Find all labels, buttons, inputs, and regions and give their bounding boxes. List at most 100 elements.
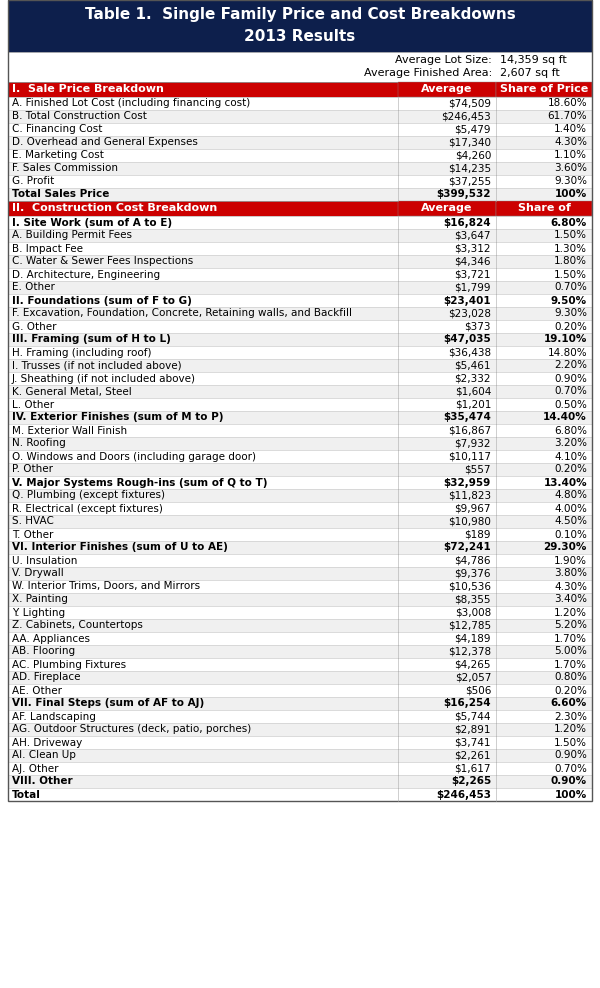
Bar: [8, 658, 592, 671]
Bar: [496, 82, 592, 97]
Text: V. Major Systems Rough-ins (sum of Q to T): V. Major Systems Rough-ins (sum of Q to …: [12, 477, 268, 487]
Text: Z. Cabinets, Countertops: Z. Cabinets, Countertops: [12, 620, 143, 630]
Bar: [8, 749, 592, 762]
Text: 3.20%: 3.20%: [554, 439, 587, 449]
Text: $557: $557: [464, 464, 491, 474]
Text: 14.40%: 14.40%: [543, 413, 587, 423]
Text: $3,721: $3,721: [455, 270, 491, 280]
Text: 0.70%: 0.70%: [554, 283, 587, 292]
Text: 100%: 100%: [555, 789, 587, 799]
Text: VI. Interior Finishes (sum of U to AE): VI. Interior Finishes (sum of U to AE): [12, 542, 228, 552]
Bar: [8, 684, 592, 697]
Text: 14.80%: 14.80%: [547, 348, 587, 358]
Text: N. Roofing: N. Roofing: [12, 439, 66, 449]
Text: I. Trusses (if not included above): I. Trusses (if not included above): [12, 361, 182, 370]
Text: $3,647: $3,647: [455, 230, 491, 240]
Text: F. Sales Commission: F. Sales Commission: [12, 163, 118, 174]
Text: 19.10%: 19.10%: [544, 335, 587, 345]
Text: $17,340: $17,340: [448, 137, 491, 147]
Text: 18.60%: 18.60%: [547, 99, 587, 109]
Text: G. Profit: G. Profit: [12, 177, 54, 187]
Text: 14,359 sq ft: 14,359 sq ft: [500, 55, 567, 65]
Text: $7,932: $7,932: [455, 439, 491, 449]
Bar: [8, 489, 592, 502]
Text: I.  Sale Price Breakdown: I. Sale Price Breakdown: [12, 85, 164, 95]
Text: Average Lot Size:: Average Lot Size:: [395, 55, 492, 65]
Text: 0.90%: 0.90%: [551, 777, 587, 786]
Bar: [8, 52, 592, 82]
Text: 0.20%: 0.20%: [554, 321, 587, 332]
Text: A. Finished Lot Cost (including financing cost): A. Finished Lot Cost (including financin…: [12, 99, 250, 109]
Bar: [8, 645, 592, 658]
Bar: [8, 216, 592, 229]
Text: 4.10%: 4.10%: [554, 452, 587, 461]
Text: $2,057: $2,057: [455, 673, 491, 683]
Text: 9.50%: 9.50%: [551, 295, 587, 305]
Text: 0.50%: 0.50%: [554, 399, 587, 409]
Text: $32,959: $32,959: [444, 477, 491, 487]
Text: 1.10%: 1.10%: [554, 150, 587, 160]
Text: $4,189: $4,189: [455, 633, 491, 643]
Bar: [8, 697, 592, 710]
Text: 1.50%: 1.50%: [554, 230, 587, 240]
Text: 3.40%: 3.40%: [554, 595, 587, 605]
Bar: [8, 606, 592, 619]
Bar: [8, 307, 592, 320]
Text: 4.30%: 4.30%: [554, 582, 587, 592]
Bar: [8, 0, 592, 801]
Text: 1.20%: 1.20%: [554, 608, 587, 618]
Bar: [8, 450, 592, 463]
Bar: [8, 541, 592, 554]
Text: 1.80%: 1.80%: [554, 257, 587, 267]
Text: 0.90%: 0.90%: [554, 751, 587, 761]
Text: $1,201: $1,201: [455, 399, 491, 409]
Text: $16,254: $16,254: [443, 699, 491, 708]
Text: Total Sales Price: Total Sales Price: [12, 190, 109, 200]
Text: T. Other: T. Other: [12, 530, 53, 539]
Text: H. Framing (including roof): H. Framing (including roof): [12, 348, 151, 358]
Text: $36,438: $36,438: [448, 348, 491, 358]
Bar: [8, 476, 592, 489]
Text: B. Total Construction Cost: B. Total Construction Cost: [12, 112, 147, 122]
Text: 2.20%: 2.20%: [554, 361, 587, 370]
Bar: [8, 723, 592, 736]
Text: Average Finished Area:: Average Finished Area:: [364, 68, 492, 78]
Text: VIII. Other: VIII. Other: [12, 777, 73, 786]
Text: $11,823: $11,823: [448, 490, 491, 501]
Text: $35,474: $35,474: [443, 413, 491, 423]
Text: S. HVAC: S. HVAC: [12, 517, 54, 527]
Text: Total: Total: [12, 789, 41, 799]
Text: 6.80%: 6.80%: [551, 217, 587, 227]
Text: $1,617: $1,617: [455, 764, 491, 774]
Text: A. Building Permit Fees: A. Building Permit Fees: [12, 230, 132, 240]
Text: 0.90%: 0.90%: [554, 373, 587, 383]
Text: $2,332: $2,332: [455, 373, 491, 383]
Text: $5,461: $5,461: [455, 361, 491, 370]
Bar: [8, 385, 592, 398]
Text: $4,265: $4,265: [455, 660, 491, 670]
Bar: [8, 619, 592, 632]
Text: 61.70%: 61.70%: [547, 112, 587, 122]
Text: $5,479: $5,479: [455, 124, 491, 134]
Bar: [8, 372, 592, 385]
Text: 0.20%: 0.20%: [554, 686, 587, 696]
Bar: [8, 411, 592, 424]
Text: 13.40%: 13.40%: [544, 477, 587, 487]
Bar: [8, 0, 592, 52]
Text: $4,346: $4,346: [455, 257, 491, 267]
Text: 9.30%: 9.30%: [554, 308, 587, 318]
Text: $399,532: $399,532: [437, 190, 491, 200]
Text: $12,785: $12,785: [448, 620, 491, 630]
Text: $2,891: $2,891: [455, 724, 491, 734]
Bar: [8, 710, 592, 723]
Text: $1,799: $1,799: [455, 283, 491, 292]
Bar: [8, 580, 592, 593]
Text: Average: Average: [421, 204, 473, 213]
Text: Average: Average: [421, 85, 473, 95]
Bar: [8, 593, 592, 606]
Text: 0.70%: 0.70%: [554, 386, 587, 396]
Text: 4.30%: 4.30%: [554, 137, 587, 147]
Text: 4.50%: 4.50%: [554, 517, 587, 527]
Text: $16,867: $16,867: [448, 426, 491, 436]
Text: AI. Clean Up: AI. Clean Up: [12, 751, 76, 761]
